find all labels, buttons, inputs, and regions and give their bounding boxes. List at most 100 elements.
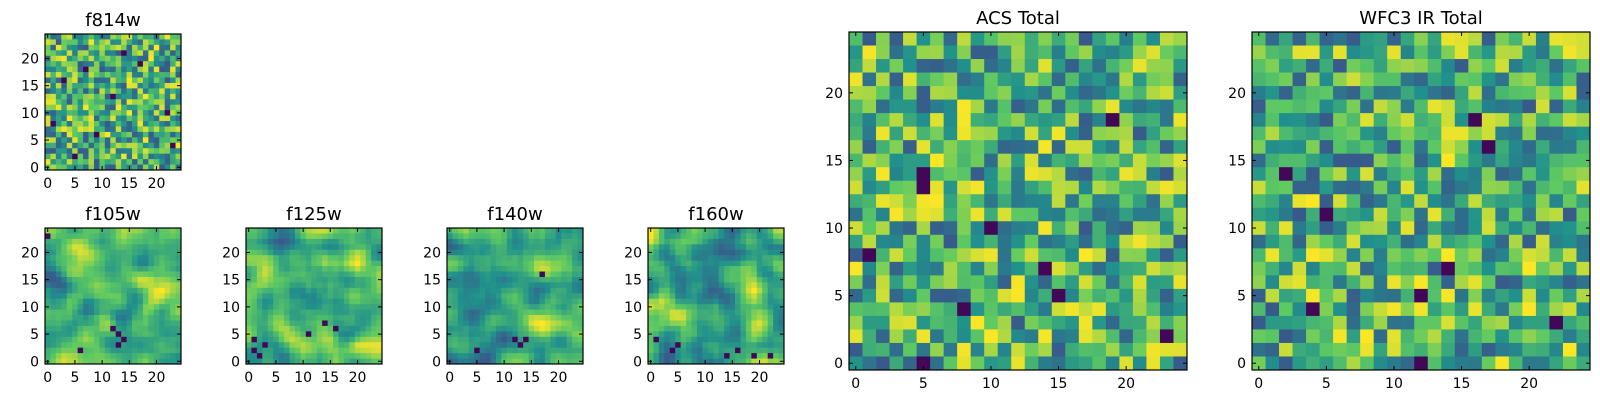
heatmap-cell: [1400, 72, 1415, 87]
heatmap-cell: [550, 228, 557, 234]
heatmap-cell: [322, 287, 328, 294]
heatmap-cell: [1105, 140, 1120, 155]
heatmap-cell: [970, 207, 985, 222]
heatmap-cell: [121, 55, 127, 62]
heatmap-cell: [997, 194, 1012, 209]
heatmap-cell: [61, 298, 68, 305]
heatmap-cell: [338, 276, 345, 283]
heatmap-cell: [284, 315, 290, 321]
heatmap-cell: [512, 293, 519, 300]
heatmap-cell: [300, 347, 307, 354]
heatmap-cell: [126, 82, 133, 89]
heatmap-cell: [984, 45, 999, 60]
heatmap-cell: [132, 93, 138, 100]
heatmap-cell: [164, 331, 171, 338]
heatmap-cell: [365, 293, 372, 300]
heatmap-cell: [1265, 275, 1280, 290]
heatmap-cell: [343, 249, 350, 256]
heatmap-cell: [1373, 126, 1388, 141]
heatmap-cell: [1051, 140, 1066, 155]
heatmap-cell: [664, 276, 671, 283]
heatmap-cell: [354, 320, 361, 327]
heatmap-cell: [1159, 261, 1174, 276]
heatmap-cell: [132, 88, 138, 95]
heatmap-cell: [903, 302, 917, 317]
heatmap-cell: [756, 233, 763, 240]
heatmap-cell: [61, 142, 68, 149]
panel-title: f105w: [85, 204, 140, 225]
heatmap-cell: [1360, 342, 1375, 357]
heatmap-cell: [50, 148, 57, 155]
heatmap-cell: [1360, 126, 1375, 141]
heatmap-cell: [148, 77, 155, 84]
y-tick-label: 10: [21, 300, 39, 316]
heatmap-cell: [256, 260, 263, 267]
heatmap-cell: [153, 260, 160, 267]
heatmap-cell: [930, 167, 945, 182]
heatmap-cell: [300, 293, 307, 300]
heatmap-cell: [916, 180, 931, 195]
heatmap-cell: [1051, 86, 1066, 100]
heatmap-cell: [1265, 342, 1280, 357]
heatmap-cell: [360, 304, 367, 310]
heatmap-cell: [66, 164, 73, 171]
heatmap-cell: [349, 298, 356, 305]
heatmap-cell: [66, 55, 73, 62]
heatmap-cell: [555, 309, 562, 316]
heatmap-cell: [1292, 113, 1307, 128]
heatmap-cell: [1265, 261, 1280, 276]
heatmap-cell: [305, 342, 312, 349]
heatmap-cell: [164, 304, 171, 310]
heatmap-cell: [170, 249, 176, 256]
heatmap-cell: [159, 233, 166, 240]
heatmap-cell: [72, 255, 79, 262]
heatmap-cell: [479, 244, 486, 251]
heatmap-cell: [170, 66, 176, 73]
heatmap-cell: [1522, 140, 1537, 155]
panel-title: f160w: [688, 204, 743, 225]
heatmap-cell: [447, 260, 453, 267]
heatmap-cell: [528, 255, 535, 262]
heatmap-cell: [534, 233, 540, 240]
heatmap-cell: [1252, 113, 1266, 128]
heatmap-cell: [137, 255, 144, 262]
heatmap-cell: [452, 276, 459, 283]
heatmap-cell: [474, 233, 481, 240]
heatmap-cell: [343, 293, 350, 300]
heatmap-cell: [849, 315, 863, 330]
heatmap-cell: [724, 331, 730, 338]
heatmap-cell: [1078, 315, 1093, 330]
heatmap-cell: [77, 164, 84, 171]
heatmap-cell: [66, 72, 73, 78]
heatmap-cell: [66, 137, 73, 144]
heatmap-cell: [479, 315, 486, 321]
heatmap-cell: [267, 233, 274, 240]
heatmap-cell: [273, 244, 280, 251]
x-tick-label: 10: [294, 370, 312, 386]
heatmap-cell: [506, 276, 513, 283]
heatmap-cell: [371, 353, 377, 359]
heatmap-cell: [148, 115, 155, 122]
heatmap-cell: [707, 282, 714, 289]
heatmap-cell: [349, 293, 356, 300]
heatmap-cell: [305, 331, 312, 338]
heatmap-cell: [517, 238, 524, 245]
heatmap-cell: [115, 342, 122, 349]
heatmap-cell: [528, 249, 535, 256]
heatmap-cell: [137, 159, 144, 165]
heatmap-cell: [300, 238, 307, 245]
heatmap-cell: [572, 298, 578, 305]
heatmap-cell: [77, 320, 84, 327]
heatmap-cell: [153, 244, 160, 251]
heatmap-cell: [463, 287, 470, 294]
heatmap-cell: [457, 342, 464, 349]
heatmap-cell: [658, 249, 665, 256]
x-tick-label: 0: [43, 176, 52, 192]
heatmap-cell: [889, 113, 904, 128]
heatmap-cell: [452, 271, 459, 278]
heatmap-cell: [680, 336, 687, 343]
heatmap-cell: [1441, 126, 1456, 141]
heatmap-cell: [251, 233, 258, 240]
heatmap-cell: [153, 266, 160, 272]
heatmap-cell: [653, 347, 660, 354]
